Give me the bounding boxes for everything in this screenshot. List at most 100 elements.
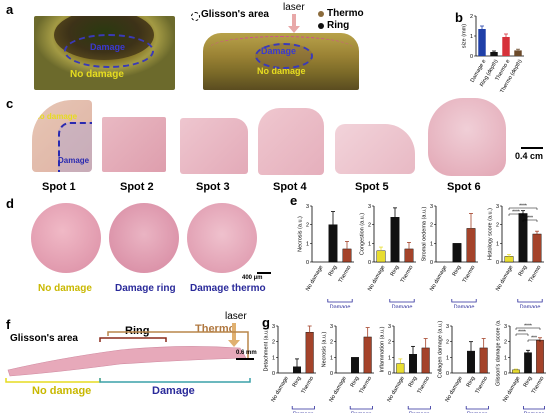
y-tick-label: 2 [496, 223, 499, 229]
f-laser-arrowhead [228, 340, 240, 347]
spot-label-1: Spot 1 [42, 181, 76, 193]
significance-bracket [527, 339, 541, 342]
spot1-tissue: No damage Damage [32, 100, 92, 172]
bar [490, 52, 498, 56]
significance-bracket [515, 333, 529, 336]
y-axis-label: Detachment (a.u.) [263, 327, 269, 371]
spot-label-6: Spot 6 [447, 181, 481, 193]
spot1-no-damage-label: No damage [34, 112, 78, 121]
x-tick-label: No damage [444, 376, 463, 404]
y-tick-label: 1 [388, 355, 391, 361]
y-axis-label: size (mm) [461, 24, 467, 48]
x-tick-label: Thermo [528, 265, 543, 284]
y-tick-label: 2 [446, 340, 449, 346]
f-damage-label: Damage [152, 385, 195, 397]
bar [467, 350, 476, 374]
y-tick-label: 2 [368, 223, 371, 229]
group-label: Damage [293, 412, 314, 413]
y-tick-label: 3 [368, 204, 371, 210]
x-tick-label: Ring [518, 265, 529, 278]
bar [342, 248, 352, 263]
group-label: Damage [409, 412, 430, 413]
no-damage-bracket [5, 378, 101, 383]
ring-legend-dot [318, 23, 324, 29]
y-tick-label: 0 [272, 371, 275, 377]
group-bracket [517, 299, 543, 303]
spot6-tissue [428, 98, 506, 176]
y-tick-label: 0 [430, 260, 433, 266]
y-tick-label: 1 [496, 241, 499, 247]
y-tick-label: 0 [368, 260, 371, 266]
spot1-damage-label: Damage [58, 156, 90, 165]
x-tick-label: Thermo [400, 265, 415, 284]
y-tick-label: 1 [330, 355, 333, 361]
bar [524, 352, 532, 374]
ring-bracket [99, 337, 167, 342]
bar [532, 233, 542, 263]
x-tick-label: Ring [523, 376, 534, 389]
label-no-damage-d: No damage [38, 283, 92, 294]
micro-damage-ring [109, 203, 179, 273]
group-bracket [407, 406, 431, 410]
y-tick-label: 3 [306, 204, 309, 210]
y-tick-label: 2 [306, 223, 309, 229]
bar [305, 332, 314, 374]
y-tick-label: 3 [388, 324, 391, 330]
x-tick-label: Ring [466, 376, 477, 389]
x-tick-label: Thermo [417, 376, 432, 395]
f-laser-label: laser [225, 311, 247, 322]
micro-damage-thermo [187, 203, 257, 273]
y-tick-label: 3 [446, 324, 449, 330]
left-no-damage-label: No damage [70, 69, 124, 80]
x-tick-label: No damage [502, 376, 521, 404]
bar [466, 228, 476, 263]
x-tick-label: Thermo [462, 265, 477, 284]
significance-label: **** [512, 210, 520, 216]
x-tick-label: Thermo [359, 376, 374, 395]
bar [351, 357, 360, 374]
spot3-tissue [180, 118, 248, 174]
group-label: Damage [351, 412, 372, 413]
bar [504, 256, 514, 263]
y-axis-label: Stromal oedema (a.u.) [421, 206, 427, 261]
glisson-marker [191, 12, 200, 21]
y-tick-label: 0 [446, 371, 449, 377]
damage-bracket [99, 378, 251, 383]
x-tick-label: Ring [350, 376, 361, 389]
panel-label-d: d [6, 196, 14, 211]
right-photo-outline-dashed [209, 36, 353, 77]
group-bracket [349, 406, 373, 410]
y-tick-label: 3 [272, 324, 275, 330]
bar [293, 366, 302, 374]
right-damage-label: Damage [261, 46, 297, 56]
y-tick-label: 2 [470, 14, 473, 20]
spot1-damage-region [58, 122, 92, 172]
significance-label: **** [524, 324, 532, 330]
y-axis-label: Histology score (a.u.) [487, 208, 493, 260]
y-tick-label: 3 [430, 204, 433, 210]
y-tick-label: 2 [330, 340, 333, 346]
group-label: Damage [524, 412, 545, 413]
y-tick-label: 2 [272, 340, 275, 346]
panel-a-left-photo: Damage No damage [34, 16, 175, 90]
left-photo-damage-outline [64, 34, 154, 68]
y-tick-label: 1 [446, 355, 449, 361]
y-axis-label: Glisson's damage score (a.u.) [495, 320, 501, 386]
panel-label-b: b [455, 10, 463, 25]
group-bracket [523, 406, 545, 410]
y-tick-label: 0 [496, 260, 499, 266]
spot-label-2: Spot 2 [120, 181, 154, 193]
group-label: Damage [467, 412, 488, 413]
panel-f-drawing [5, 331, 251, 383]
scale-bar-d [257, 272, 271, 274]
x-tick-label: No damage [386, 376, 405, 404]
thermo-legend-dot [318, 11, 324, 17]
f-scale-label: 0.6 mm [236, 350, 257, 356]
significance-label: **** [519, 204, 527, 210]
y-axis-label: Necrosis (a.u.) [297, 216, 303, 252]
x-tick-label: Ring [328, 265, 339, 278]
group-bracket [451, 299, 477, 303]
